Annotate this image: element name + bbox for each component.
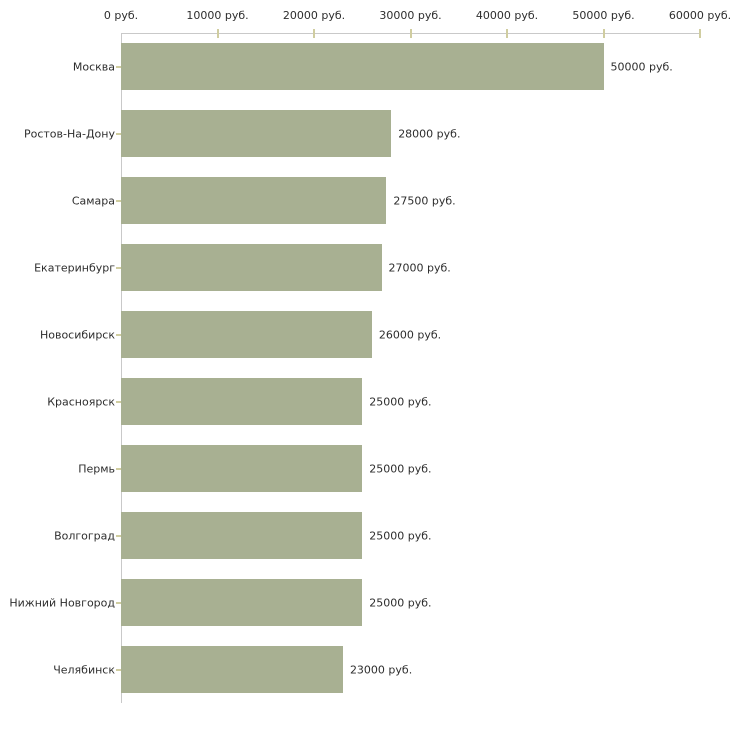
bar xyxy=(121,311,372,358)
category-label: Волгоград xyxy=(54,529,115,542)
y-axis-tick-mark xyxy=(116,333,121,336)
bar xyxy=(121,579,363,626)
category-label: Ростов-На-Дону xyxy=(23,127,115,140)
category-label: Новосибирск xyxy=(39,328,115,341)
bar xyxy=(121,177,387,224)
bar xyxy=(121,378,363,425)
value-label: 25000 руб. xyxy=(369,395,432,408)
y-axis-tick-mark xyxy=(116,132,121,135)
x-axis-tick-label: 50000 руб. xyxy=(572,9,635,22)
x-axis-tick-label: 10000 руб. xyxy=(186,9,249,22)
x-axis-tick-mark xyxy=(216,29,219,38)
bar xyxy=(121,445,363,492)
category-label: Екатеринбург xyxy=(34,261,115,274)
x-axis-tick-label: 30000 руб. xyxy=(379,9,442,22)
y-axis-line xyxy=(121,33,122,703)
category-label: Челябинск xyxy=(53,663,115,676)
y-axis-tick-mark xyxy=(116,266,121,269)
category-label: Самара xyxy=(71,194,115,207)
value-label: 26000 руб. xyxy=(378,328,442,341)
value-label: 27500 руб. xyxy=(393,194,456,207)
bar xyxy=(121,244,382,291)
category-label: Пермь xyxy=(78,462,115,475)
value-label: 50000 руб. xyxy=(610,60,673,73)
x-axis-tick-label: 0 руб. xyxy=(103,9,139,22)
y-axis-tick-mark xyxy=(116,668,121,671)
x-axis-tick-label: 20000 руб. xyxy=(282,9,346,22)
y-axis-tick-mark xyxy=(116,467,121,470)
y-axis-tick-mark xyxy=(116,65,121,68)
y-axis-tick-mark xyxy=(116,601,121,604)
category-label: Нижний Новгород xyxy=(9,596,115,609)
bar xyxy=(121,512,363,559)
y-axis-tick-mark xyxy=(116,400,121,403)
bar xyxy=(121,43,604,90)
x-axis-tick-mark xyxy=(313,29,315,38)
y-axis-tick-mark xyxy=(116,199,121,202)
value-label: 23000 руб. xyxy=(349,663,413,676)
x-axis-tick-label: 60000 руб. xyxy=(668,9,730,22)
x-axis-tick-mark xyxy=(409,29,412,38)
value-label: 27000 руб. xyxy=(388,261,451,274)
value-label: 25000 руб. xyxy=(369,462,432,475)
x-axis-tick-mark xyxy=(506,29,508,38)
value-label: 25000 руб. xyxy=(369,596,432,609)
bar xyxy=(121,646,343,693)
category-label: Красноярск xyxy=(47,395,115,408)
bar xyxy=(121,110,392,157)
value-label: 28000 руб. xyxy=(398,127,461,140)
category-label: Москва xyxy=(72,60,115,73)
value-label: 25000 руб. xyxy=(369,529,432,542)
y-axis-tick-mark xyxy=(116,534,121,537)
x-axis-tick-label: 40000 руб. xyxy=(475,9,539,22)
x-axis-tick-mark xyxy=(699,29,701,38)
x-axis-tick-mark xyxy=(602,29,605,38)
